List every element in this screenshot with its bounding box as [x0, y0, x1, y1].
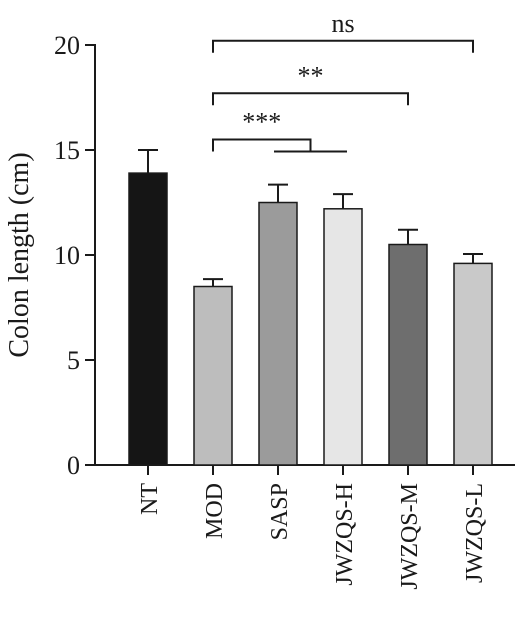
- x-axis: NT MOD SASP JWZQS-H JWZQS-M JWZQS-L: [95, 464, 515, 590]
- y-axis-title: Colon length (cm): [4, 152, 35, 357]
- bar: [323, 208, 363, 466]
- x-tick-label: SASP: [267, 483, 293, 540]
- x-tick-label: JWZQS-L: [462, 483, 488, 583]
- y-tick-label: 20: [54, 31, 80, 60]
- bar: [453, 262, 493, 466]
- significance-label: ***: [242, 108, 281, 137]
- significance-bracket: [212, 39, 474, 53]
- x-tick-label: MOD: [202, 483, 228, 539]
- y-tick-label: 5: [67, 346, 80, 375]
- x-tick-label: JWZQS-H: [332, 483, 358, 586]
- bar: [193, 285, 233, 466]
- y-axis: 0 5 10 15 20 Colon length (cm): [4, 31, 96, 480]
- significance-brackets: *****ns: [212, 9, 474, 153]
- y-tick-label: 10: [54, 241, 80, 270]
- significance-label: ns: [331, 9, 354, 38]
- bar: [258, 201, 298, 466]
- significance-label: **: [298, 61, 324, 90]
- bars: [128, 172, 493, 466]
- y-tick-label: 15: [54, 136, 80, 165]
- x-tick-label: NT: [137, 483, 163, 515]
- significance-bracket: [212, 138, 312, 152]
- significance-bracket: [212, 92, 409, 106]
- error-bars: [138, 149, 483, 287]
- bar: [388, 243, 428, 466]
- bar: [128, 172, 168, 466]
- y-ticks: 0 5 10 15 20: [54, 31, 95, 480]
- y-tick-label: 0: [67, 451, 80, 480]
- x-ticks: NT MOD SASP JWZQS-H JWZQS-M JWZQS-L: [137, 465, 488, 590]
- x-tick-label: JWZQS-M: [397, 483, 423, 590]
